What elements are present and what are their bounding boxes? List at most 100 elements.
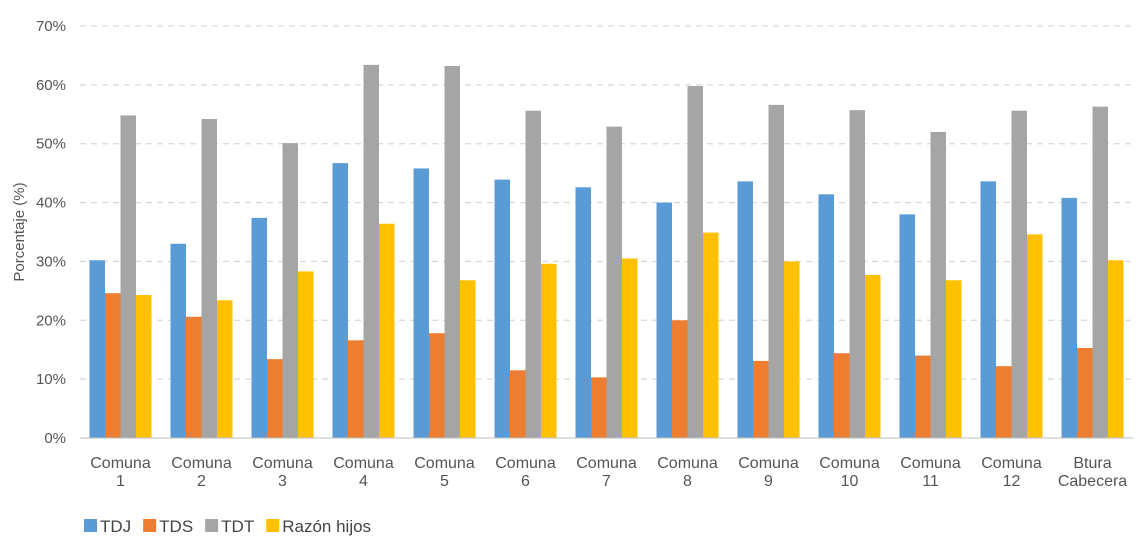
x-category-label: Comuna: [171, 455, 232, 472]
x-category-label: 9: [764, 473, 773, 490]
y-tick-label: 60%: [36, 77, 66, 94]
y-tick-label: 70%: [36, 18, 66, 35]
x-category-label: Comuna: [900, 455, 961, 472]
x-category-label: Comuna: [657, 455, 718, 472]
x-category-label: 5: [440, 473, 449, 490]
x-category-label: 7: [602, 473, 611, 490]
bar: [996, 366, 1012, 438]
bar: [946, 280, 962, 438]
bar: [379, 223, 395, 438]
legend-label: TDJ: [100, 517, 131, 536]
x-category-label: 12: [1003, 473, 1021, 490]
bar: [525, 110, 541, 439]
x-category-label: Comuna: [90, 455, 151, 472]
y-tick-label: 20%: [36, 312, 66, 329]
y-axis-title: Porcentaje (%): [11, 182, 28, 281]
bar: [980, 181, 996, 438]
bar: [1092, 106, 1108, 439]
legend-label: TDS: [159, 517, 193, 536]
y-tick-label: 10%: [36, 371, 66, 388]
bar: [1011, 110, 1027, 439]
bar: [429, 333, 445, 438]
y-tick-label: 0%: [44, 430, 66, 447]
x-category-label: 11: [922, 473, 939, 490]
x-category-label: Comuna: [333, 455, 394, 472]
legend-label: TDT: [221, 517, 254, 536]
bar: [201, 118, 217, 438]
bar: [494, 179, 510, 439]
bar: [753, 360, 769, 438]
bar: [267, 359, 283, 438]
bar: [622, 258, 638, 438]
bar: [120, 115, 136, 438]
x-category-label: Comuna: [576, 455, 637, 472]
bar: [186, 316, 202, 438]
x-category-label: Comuna: [495, 455, 556, 472]
bar: [849, 110, 865, 438]
bar: [444, 66, 460, 438]
bar: [606, 126, 622, 438]
bar: [89, 260, 105, 438]
x-category-label: Btura: [1073, 455, 1111, 472]
bar: [348, 340, 364, 438]
bar: [1027, 234, 1043, 438]
y-axis-ticks: 0% 10% 20% 30% 40% 50% 60% 70%: [36, 18, 66, 447]
x-category-label: 6: [521, 473, 530, 490]
bar: [1061, 197, 1077, 438]
x-category-label: 8: [683, 473, 692, 490]
x-category-label: Comuna: [981, 455, 1042, 472]
legend-swatch: [143, 519, 157, 532]
x-category-label: 2: [197, 473, 206, 490]
x-category-label: Comuna: [819, 455, 880, 472]
bar: [703, 232, 719, 438]
bar: [282, 143, 298, 438]
x-category-label: 10: [841, 473, 859, 490]
x-axis-categories: Comuna1Comuna2Comuna3Comuna4Comuna5Comun…: [90, 455, 1127, 490]
x-category-label: 4: [359, 473, 368, 490]
x-category-label: Comuna: [252, 455, 313, 472]
legend-label: Razón hijos: [282, 517, 371, 536]
bar: [413, 168, 429, 439]
bar: [834, 353, 850, 438]
bar: [818, 194, 834, 438]
x-category-label: Comuna: [738, 455, 799, 472]
bar: [541, 263, 557, 438]
bar: [672, 320, 688, 438]
legend-swatch: [205, 519, 219, 532]
legend-swatch: [84, 519, 97, 532]
bar: [510, 370, 526, 438]
bar: [363, 64, 379, 439]
bar: [251, 217, 267, 438]
bar: [1077, 347, 1093, 438]
bar: [1108, 260, 1124, 438]
legend-swatch: [266, 519, 280, 532]
bar: [737, 181, 753, 438]
bar: [105, 293, 121, 438]
x-category-label: Comuna: [414, 455, 475, 472]
bar: [865, 274, 881, 438]
bar: [899, 214, 915, 438]
bar: [575, 187, 591, 438]
bar: [136, 294, 152, 438]
y-tick-label: 30%: [36, 253, 66, 270]
bar: [656, 202, 672, 438]
bar: [915, 355, 931, 438]
x-category-label: 1: [116, 473, 125, 490]
bar: [687, 86, 703, 438]
bar: [784, 261, 800, 438]
y-tick-label: 40%: [36, 195, 66, 212]
bar: [298, 271, 314, 438]
x-category-label: 3: [278, 473, 287, 490]
bar: [768, 104, 784, 439]
y-tick-label: 50%: [36, 136, 66, 153]
bar: [217, 300, 233, 438]
bar: [170, 243, 186, 438]
bar: [332, 163, 348, 438]
bar: [460, 280, 476, 438]
bars: [89, 64, 1124, 439]
bar: [930, 131, 946, 438]
bar: [591, 377, 607, 438]
legend: TDJ TDS TDT Razón hijos: [84, 517, 371, 536]
x-category-label: Cabecera: [1058, 473, 1127, 490]
